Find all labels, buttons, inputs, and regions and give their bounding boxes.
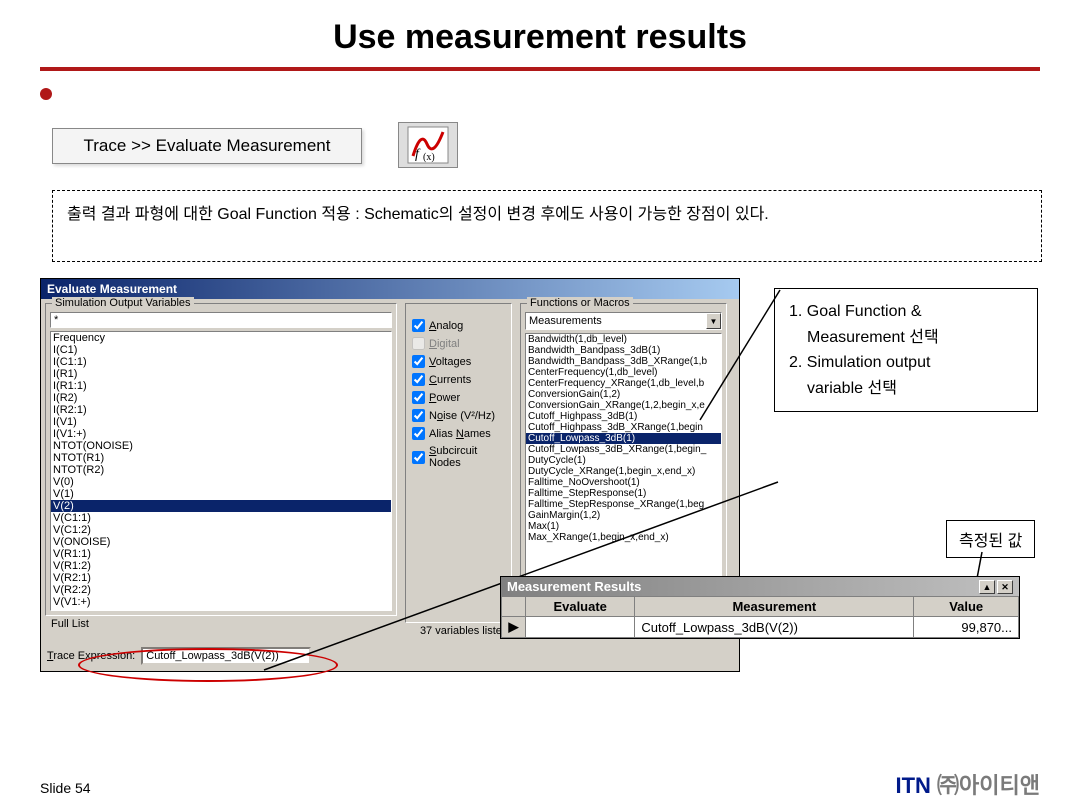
trace-expression-input[interactable] <box>141 647 311 665</box>
variable-item[interactable]: V(R2:1) <box>51 572 391 584</box>
callout-line: 2. Simulation output <box>789 350 1023 376</box>
brand-itn: ITN <box>895 773 930 798</box>
col-measurement: Measurement <box>635 597 914 617</box>
variable-item[interactable]: V(R1:2) <box>51 560 391 572</box>
variable-item[interactable]: V(2) <box>51 500 391 512</box>
function-item[interactable]: ConversionGain(1,2) <box>526 389 721 400</box>
function-item[interactable]: Cutoff_Highpass_3dB(1) <box>526 411 721 422</box>
function-item[interactable]: DutyCycle(1) <box>526 455 721 466</box>
function-item[interactable]: Max(1) <box>526 521 721 532</box>
function-item[interactable]: ConversionGain_XRange(1,2,begin_x,e <box>526 400 721 411</box>
trace-menu-path: Trace >> Evaluate Measurement <box>52 128 362 164</box>
variable-list[interactable]: FrequencyI(C1)I(C1:1)I(R1)I(R1:1)I(R2)I(… <box>50 331 392 611</box>
sim-output-group: Simulation Output Variables FrequencyI(C… <box>45 303 397 616</box>
variable-item[interactable]: Frequency <box>51 332 391 344</box>
function-item[interactable]: Falltime_StepResponse_XRange(1,beg <box>526 499 721 510</box>
variable-item[interactable]: I(C1) <box>51 344 391 356</box>
callout-line: variable 선택 <box>789 376 1023 402</box>
filter-checkbox-alias-names[interactable]: Alias Names <box>412 427 505 440</box>
brand-korean: ㈜아이티앤 <box>931 773 1040 798</box>
callout-steps: 1. Goal Function & Measurement 선택 2. Sim… <box>774 288 1038 412</box>
filter-checkbox-currents[interactable]: Currents <box>412 373 505 386</box>
variable-item[interactable]: I(R2) <box>51 392 391 404</box>
variable-item[interactable]: I(R2:1) <box>51 404 391 416</box>
divider <box>40 67 1040 71</box>
row-selector[interactable]: ▶ <box>502 617 526 638</box>
close-icon[interactable]: ✕ <box>997 580 1013 594</box>
callout-line: Measurement 선택 <box>789 325 1023 351</box>
variable-item[interactable]: NTOT(R2) <box>51 464 391 476</box>
variable-count: 37 variables listed <box>405 623 512 637</box>
category-combo-value: Measurements <box>526 315 706 327</box>
functions-group: Functions or Macros Measurements ▼ Bandw… <box>520 303 727 616</box>
function-item[interactable]: Bandwidth_Bandpass_3dB_XRange(1,b <box>526 356 721 367</box>
chevron-down-icon[interactable]: ▼ <box>706 313 721 329</box>
function-item[interactable]: Max_XRange(1,begin_x,end_x) <box>526 532 721 543</box>
variable-item[interactable]: V(V1:+) <box>51 596 391 608</box>
variable-item[interactable]: NTOT(ONOISE) <box>51 440 391 452</box>
function-item[interactable]: Falltime_StepResponse(1) <box>526 488 721 499</box>
measurement-results-title-text: Measurement Results <box>507 579 641 594</box>
function-item[interactable]: Bandwidth_Bandpass_3dB(1) <box>526 345 721 356</box>
slide-number: Slide 54 <box>40 780 91 796</box>
variable-item[interactable]: V(R2:2) <box>51 584 391 596</box>
filter-checkbox-subcircuit-nodes[interactable]: Subcircuit Nodes <box>412 445 505 469</box>
function-item[interactable]: Cutoff_Lowpass_3dB_XRange(1,begin_ <box>526 444 721 455</box>
col-value: Value <box>914 597 1019 617</box>
callout-measured-value: 측정된 값 <box>946 520 1035 558</box>
function-item[interactable]: GainMargin(1,2) <box>526 510 721 521</box>
window-title: Evaluate Measurement <box>41 279 739 299</box>
full-list-label: Full List <box>45 616 397 632</box>
function-item[interactable]: Cutoff_Highpass_3dB_XRange(1,begin <box>526 422 721 433</box>
function-item[interactable]: Falltime_NoOvershoot(1) <box>526 477 721 488</box>
measurement-results-table: Evaluate Measurement Value ▶ Cutoff_Lowp… <box>501 596 1019 638</box>
fx-icon: f (x) <box>398 122 458 168</box>
variable-item[interactable]: V(ONOISE) <box>51 536 391 548</box>
variable-item[interactable]: NTOT(R1) <box>51 452 391 464</box>
divider-dot <box>40 88 52 100</box>
variable-item[interactable]: V(C1:2) <box>51 524 391 536</box>
function-item[interactable]: Cutoff_Lowpass_3dB(1) <box>526 433 721 444</box>
variable-item[interactable]: I(V1) <box>51 416 391 428</box>
col-evaluate: Evaluate <box>526 597 635 617</box>
function-item[interactable]: CenterFrequency_XRange(1,db_level,b <box>526 378 721 389</box>
variable-item[interactable]: I(R1) <box>51 368 391 380</box>
filter-checkbox-digital: Digital <box>412 337 505 350</box>
description-box: 출력 결과 파형에 대한 Goal Function 적용 : Schemati… <box>52 190 1042 262</box>
function-item[interactable]: DutyCycle_XRange(1,begin_x,end_x) <box>526 466 721 477</box>
cell-value: 99,870... <box>914 617 1019 638</box>
variable-item[interactable]: I(R1:1) <box>51 380 391 392</box>
measurement-results-title: Measurement Results ▲ ✕ <box>501 577 1019 596</box>
filter-checkbox-power[interactable]: Power <box>412 391 505 404</box>
filter-checkbox-voltages[interactable]: Voltages <box>412 355 505 368</box>
svg-text:(x): (x) <box>423 152 435 163</box>
variable-item[interactable]: V(C1:1) <box>51 512 391 524</box>
filter-checkbox-analog[interactable]: Analog <box>412 319 505 332</box>
trace-expression-label: Trace Expression: <box>47 650 135 662</box>
functions-label: Functions or Macros <box>527 297 633 309</box>
brand-logo: ITN ㈜아이티앤 <box>895 768 1040 800</box>
filter-input[interactable] <box>50 312 392 328</box>
variable-item[interactable]: V(R1:1) <box>51 548 391 560</box>
slide-title: Use measurement results <box>0 0 1080 67</box>
measurement-results-window: Measurement Results ▲ ✕ Evaluate Measure… <box>500 576 1020 639</box>
sim-output-label: Simulation Output Variables <box>52 297 194 309</box>
function-list[interactable]: Bandwidth(1,db_level)Bandwidth_Bandpass_… <box>525 333 722 611</box>
callout-line: 1. Goal Function & <box>789 299 1023 325</box>
up-icon[interactable]: ▲ <box>979 580 995 594</box>
variable-item[interactable]: I(C1:1) <box>51 356 391 368</box>
cell-measurement: Cutoff_Lowpass_3dB(V(2)) <box>635 617 914 638</box>
variable-item[interactable]: I(V1:+) <box>51 428 391 440</box>
filter-checkboxes: Analog Digital Voltages Currents Power Noise … <box>405 303 512 623</box>
variable-item[interactable]: V(1) <box>51 488 391 500</box>
variable-item[interactable]: V(0) <box>51 476 391 488</box>
function-item[interactable]: CenterFrequency(1,db_level) <box>526 367 721 378</box>
function-item[interactable]: Bandwidth(1,db_level) <box>526 334 721 345</box>
cell-evaluate <box>526 617 635 638</box>
filter-checkbox-noise-v-hz-[interactable]: Noise (V²/Hz) <box>412 409 505 422</box>
category-combo[interactable]: Measurements ▼ <box>525 312 722 330</box>
